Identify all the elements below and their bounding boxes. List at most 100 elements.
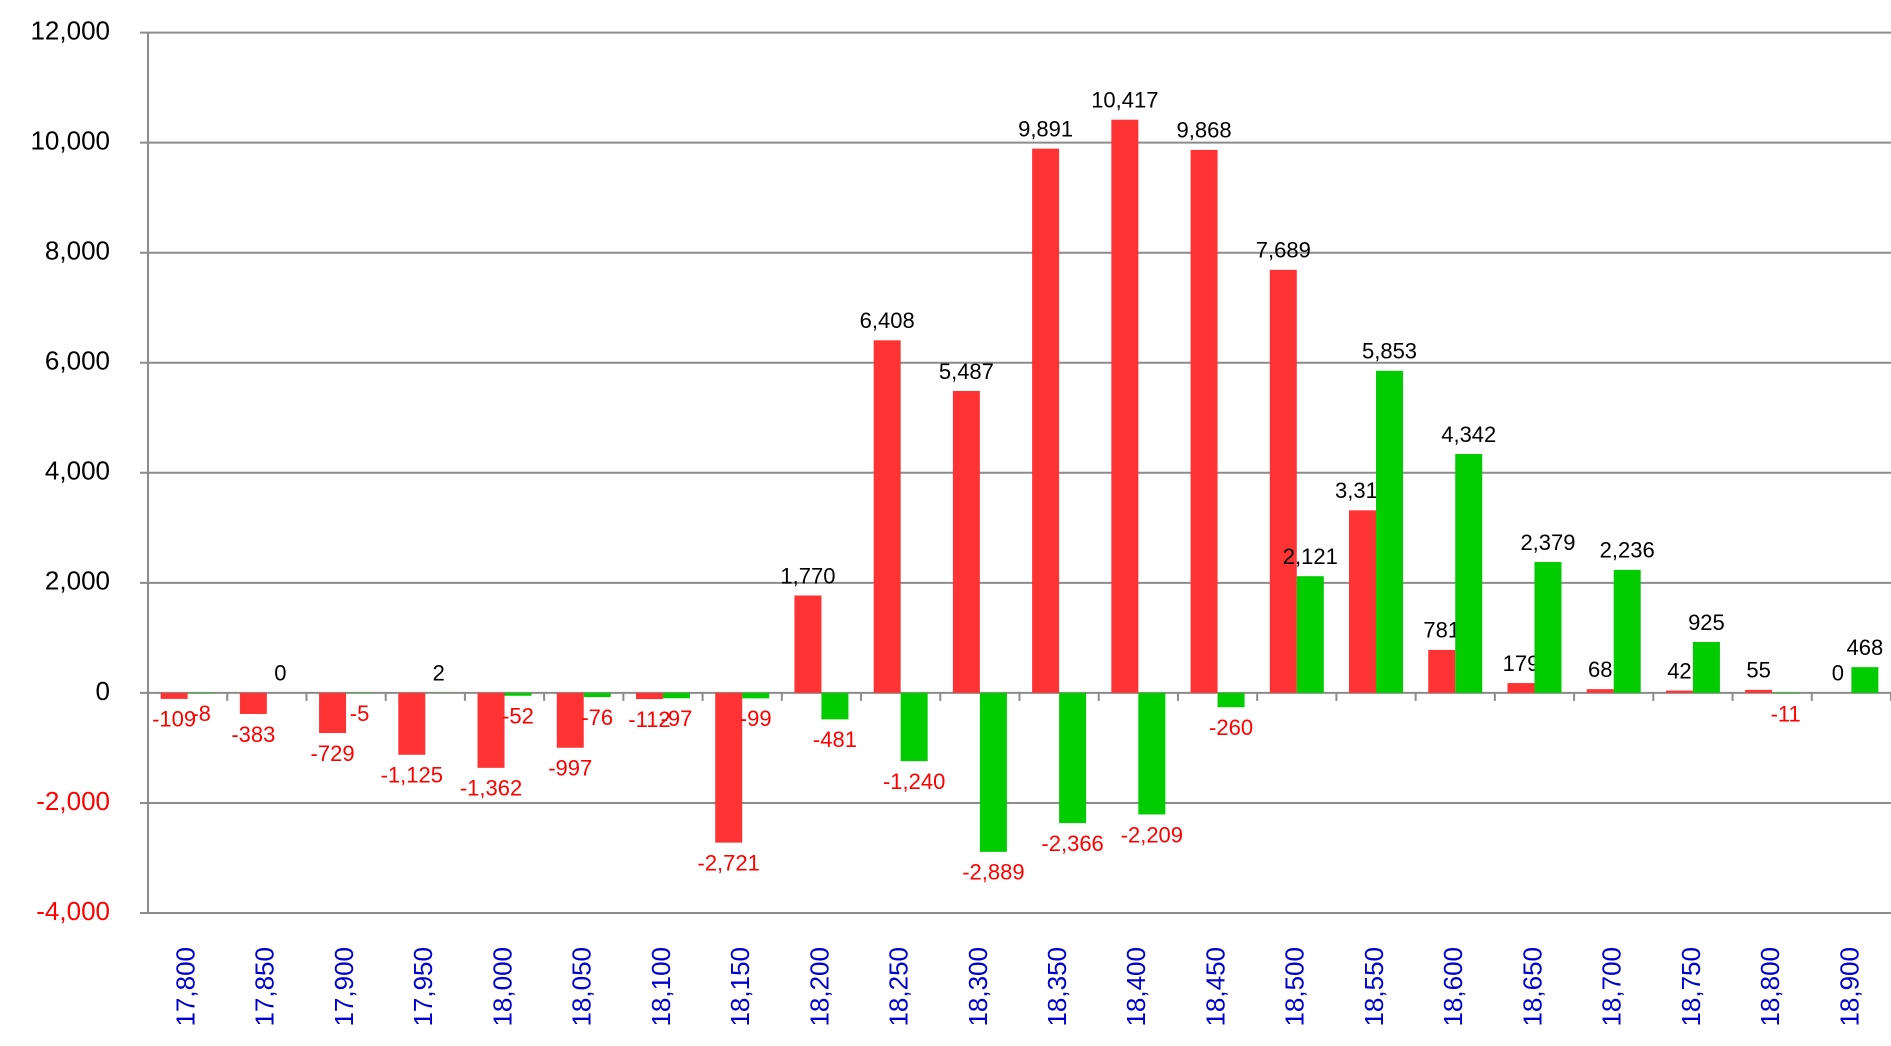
value-label: 0 [1832, 661, 1844, 686]
value-label: 5,853 [1362, 339, 1417, 364]
value-label: -97 [661, 706, 693, 731]
x-tick-label: 18,900 [1834, 947, 1864, 1027]
value-label: 6,408 [860, 308, 915, 333]
bar [1665, 690, 1693, 693]
bar [794, 595, 822, 693]
value-label: 9,868 [1177, 118, 1232, 143]
value-label: -2,209 [1121, 822, 1183, 847]
bar [873, 340, 901, 693]
value-label: 468 [1847, 635, 1884, 660]
bar [1032, 148, 1060, 693]
value-label: -481 [813, 727, 857, 752]
bar [1111, 119, 1139, 693]
bar [662, 692, 690, 699]
bar [398, 692, 426, 755]
value-label: -1,362 [460, 776, 522, 801]
x-tick-label: 18,600 [1438, 947, 1468, 1027]
y-tick-label: 0 [96, 676, 110, 706]
bar [1851, 667, 1879, 693]
bar [1217, 692, 1245, 708]
value-label: 925 [1688, 610, 1725, 635]
value-label: -383 [231, 722, 275, 747]
bar [1586, 689, 1614, 693]
bar [160, 692, 188, 699]
value-label: -997 [548, 756, 592, 781]
value-label: -2,366 [1041, 831, 1103, 856]
y-tick-label: 8,000 [45, 236, 110, 266]
value-label: -11 [1771, 701, 1801, 726]
value-label: -5 [350, 701, 370, 726]
value-label: -1,125 [381, 763, 443, 788]
x-tick-label: 18,250 [884, 947, 914, 1027]
y-tick-label: 4,000 [45, 456, 110, 486]
value-label: -109 [152, 707, 196, 732]
value-label: 4,342 [1441, 422, 1496, 447]
y-tick-label: -2,000 [36, 786, 110, 816]
value-label: -76 [581, 705, 613, 730]
x-tick-label: 18,350 [1042, 947, 1072, 1027]
x-tick-label: 18,050 [567, 947, 597, 1027]
bar [952, 390, 980, 693]
value-label: 0 [274, 661, 286, 686]
bar [1772, 692, 1800, 694]
bar [1349, 510, 1377, 693]
x-tick-label: 18,300 [963, 947, 993, 1027]
x-tick-label: 18,400 [1121, 947, 1151, 1027]
value-label: -112 [628, 707, 670, 732]
x-tick-label: 17,950 [408, 947, 438, 1027]
bar [1455, 453, 1483, 693]
bar [1269, 269, 1297, 693]
x-tick-label: 18,450 [1200, 947, 1230, 1027]
value-label: 2,379 [1520, 530, 1575, 555]
x-tick-label: 17,850 [250, 947, 280, 1027]
x-tick-label: 18,800 [1755, 947, 1785, 1027]
y-tick-label: -4,000 [36, 896, 110, 926]
value-label: -260 [1209, 715, 1253, 740]
value-label: 2,121 [1283, 544, 1338, 569]
value-label: 179 [1503, 651, 1540, 676]
value-label: 7,689 [1256, 238, 1311, 263]
bar [1507, 683, 1535, 693]
bar [635, 692, 663, 700]
x-tick-label: 17,900 [329, 947, 359, 1027]
bar [1059, 692, 1087, 824]
x-tick-label: 18,100 [646, 947, 676, 1027]
x-tick-label: 18,150 [725, 947, 755, 1027]
bar [900, 692, 928, 762]
bar [715, 692, 743, 843]
bar [239, 692, 267, 714]
x-tick-label: 18,000 [487, 947, 517, 1027]
value-label: 5,487 [939, 359, 994, 384]
y-tick-label: 6,000 [45, 346, 110, 376]
bar [1745, 689, 1773, 693]
value-label: 1,770 [780, 563, 835, 588]
bar [1376, 370, 1404, 693]
value-label: 10,417 [1091, 88, 1158, 113]
bar [319, 692, 347, 734]
x-tick-label: 18,200 [804, 947, 834, 1027]
value-label: 42 [1667, 658, 1691, 683]
y-tick-label: 2,000 [45, 566, 110, 596]
value-label: -2,889 [962, 860, 1024, 885]
y-tick-label: 10,000 [30, 126, 110, 156]
value-label: 2,236 [1600, 538, 1655, 563]
value-label: -52 [502, 704, 534, 729]
value-label: 68 [1588, 657, 1612, 682]
bar [1138, 692, 1166, 815]
value-label: 2 [433, 661, 445, 686]
value-label: 781 [1423, 618, 1460, 643]
x-tick-label: 18,550 [1359, 947, 1389, 1027]
bar [583, 692, 611, 698]
bar [556, 692, 584, 748]
value-label: -8 [191, 701, 211, 726]
bar [742, 692, 770, 699]
x-tick-label: 18,700 [1597, 947, 1627, 1027]
bar [1428, 649, 1456, 693]
bar [979, 692, 1007, 852]
x-tick-label: 18,750 [1676, 947, 1706, 1027]
x-tick-label: 18,650 [1517, 947, 1547, 1027]
value-label: -2,721 [698, 850, 760, 875]
bar [821, 692, 849, 720]
value-label: -1,240 [883, 769, 945, 794]
